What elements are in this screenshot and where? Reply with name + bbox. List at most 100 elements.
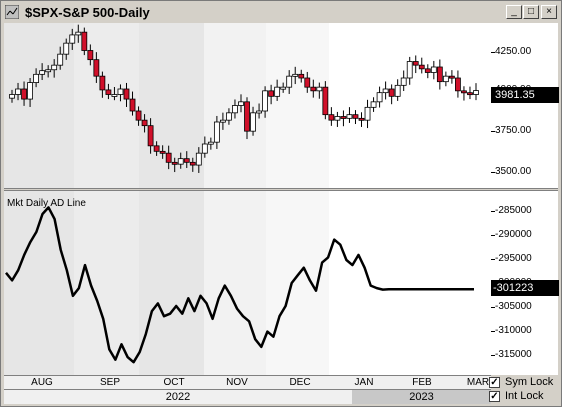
candle: [207, 141, 214, 145]
ad-tick-mark: [491, 211, 495, 212]
candle: [183, 158, 190, 163]
ad-line-series: [5, 206, 474, 364]
candle: [250, 112, 256, 132]
candle: [364, 106, 371, 121]
candle: [473, 90, 479, 95]
candle: [15, 88, 21, 95]
month-band: [389, 191, 491, 375]
candle: [316, 86, 323, 92]
month-label: JAN: [354, 377, 374, 388]
candle: [346, 114, 353, 119]
price-tick-mark: [491, 131, 495, 132]
panel-divider[interactable]: [4, 188, 558, 191]
candle: [430, 66, 437, 73]
price-tick-label: 4250.00: [495, 46, 532, 57]
candle: [226, 112, 232, 121]
candle: [75, 31, 82, 36]
close-button[interactable]: ×: [541, 5, 557, 19]
candle: [442, 75, 449, 83]
price-chart[interactable]: [4, 23, 491, 188]
ad-tick-label: -315000: [495, 349, 532, 360]
title-bar[interactable]: $SPX-S&P 500-Daily _ □ ×: [1, 1, 561, 23]
month-band: [389, 23, 491, 188]
year-label: 2022: [4, 390, 352, 404]
int-lock-label: Int Lock: [505, 390, 544, 402]
candle: [232, 105, 238, 114]
candle: [286, 75, 293, 88]
candle: [171, 161, 178, 165]
year-axis: 2022 2023: [4, 389, 491, 404]
candle: [280, 86, 287, 90]
candle: [123, 88, 130, 100]
int-lock-checkbox[interactable]: ✓: [489, 391, 500, 402]
sym-lock-option[interactable]: ✓ Sym Lock: [489, 376, 559, 390]
ad-tick-mark: [491, 307, 495, 308]
candle: [153, 145, 160, 152]
candle: [322, 86, 329, 116]
month-band: [4, 23, 74, 188]
ad-tick-mark: [491, 331, 495, 332]
candle: [455, 77, 461, 92]
month-label: NOV: [226, 377, 248, 388]
candle: [298, 73, 305, 79]
price-tick-mark: [491, 172, 495, 173]
price-tick-label: 3500.00: [495, 166, 532, 177]
candle: [244, 101, 250, 132]
candle: [57, 53, 64, 66]
candle: [382, 88, 389, 94]
candle: [105, 89, 112, 95]
candle: [274, 86, 281, 97]
candle: [376, 92, 383, 103]
candle: [117, 88, 124, 95]
candle: [328, 114, 335, 121]
candle: [177, 158, 184, 165]
ad-line-chart[interactable]: [4, 191, 491, 375]
candle: [21, 88, 27, 100]
sym-lock-label: Sym Lock: [505, 376, 554, 388]
month-label: DEC: [289, 377, 311, 388]
month-label: SEP: [99, 377, 121, 388]
candle: [93, 59, 100, 77]
candle: [412, 61, 419, 66]
candle: [256, 110, 262, 114]
maximize-icon: □: [527, 6, 535, 17]
candle: [165, 152, 172, 163]
window-title: $SPX-S&P 500-Daily: [25, 5, 150, 20]
minimize-button[interactable]: _: [506, 5, 522, 19]
candle: [99, 75, 106, 91]
candle: [27, 82, 33, 100]
candle: [135, 110, 142, 121]
candle: [33, 73, 40, 83]
price-axis: 4250.00 4000.00 3750.00 3500.00 3981.35: [491, 23, 559, 188]
candle: [424, 68, 431, 73]
ad-tick-mark: [491, 259, 495, 260]
month-band: [266, 191, 329, 375]
candle: [304, 77, 311, 88]
candle: [461, 90, 467, 94]
candle: [87, 50, 94, 61]
int-lock-option[interactable]: ✓ Int Lock: [489, 390, 559, 404]
ad-axis: -285000 -290000 -295000 -300000 -305000 …: [491, 191, 559, 375]
ad-tick-label: -305000: [495, 301, 532, 312]
candle: [213, 121, 220, 143]
candle: [51, 64, 58, 71]
month-band: [204, 191, 266, 375]
ad-tick-mark: [491, 355, 495, 356]
month-band: [74, 191, 139, 375]
minimize-icon: _: [511, 6, 517, 17]
candle: [111, 94, 118, 97]
month-axis: AUG SEP OCT NOV DEC JAN FEB MAR: [4, 375, 491, 389]
price-tick-mark: [491, 52, 495, 53]
candle: [310, 86, 317, 92]
candle: [141, 119, 148, 127]
candle: [358, 117, 365, 121]
month-label: OCT: [163, 377, 185, 388]
ad-tick-mark: [491, 235, 495, 236]
sym-lock-checkbox[interactable]: ✓: [489, 377, 500, 388]
month-band: [4, 191, 74, 375]
candle: [400, 77, 407, 86]
month-band: [329, 191, 389, 375]
maximize-button[interactable]: □: [523, 5, 539, 19]
candle: [81, 31, 88, 51]
